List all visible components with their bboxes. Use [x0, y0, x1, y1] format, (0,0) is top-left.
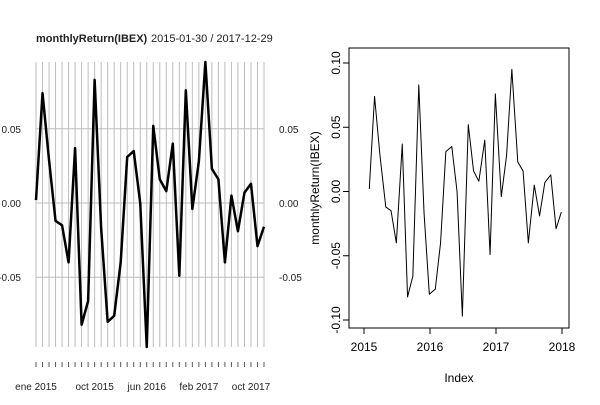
right-x-axis-label: Index	[444, 371, 473, 385]
right-y-tick-label: -0.05	[329, 242, 343, 270]
right-x-tick-label: 2016	[417, 340, 444, 354]
left-y-tick-label-right: 0.05	[279, 125, 299, 136]
left-x-tick-label: oct 2015	[75, 382, 114, 393]
right-y-tick-label: 0.05	[329, 115, 343, 139]
left-chart-title: monthlyReturn(IBEX)	[36, 33, 148, 45]
right-series-layer	[369, 69, 561, 316]
right-y-tick-label: 0.00	[329, 179, 343, 203]
left-series-layer	[36, 62, 264, 347]
right-y-tick-label: 0.10	[329, 51, 343, 75]
right-series-line	[369, 69, 561, 316]
right-y-tick-label: -0.10	[329, 306, 343, 334]
right-plot-frame	[349, 48, 569, 328]
left-x-tick-labels: ene 2015 oct 2015 jun 2016 feb 2017 oct 2017	[15, 382, 270, 393]
right-y-axis-label: monthlyReturn(IBEX)	[308, 131, 322, 244]
left-series-line	[36, 62, 264, 347]
left-y-tick-label: -0.05	[0, 273, 21, 284]
left-x-ticks	[36, 362, 264, 367]
right-x-tick-label: 2015	[351, 340, 378, 354]
left-x-tick-label: ene 2015	[15, 382, 57, 393]
left-y-tick-label-right: 0.00	[279, 199, 299, 210]
right-chart: 2015 2016 2017 2018 -0.10 -0.05 0.00 0.05 0.10 I…	[308, 48, 576, 385]
left-y-tick-label: 0.00	[2, 199, 22, 210]
left-chart: monthlyReturn(IBEX) 2015-01-30 / 2017-12…	[0, 33, 302, 393]
left-x-tick-label: jun 2016	[127, 382, 167, 393]
left-y-tick-labels-right: 0.05 0.00 -0.05	[279, 125, 302, 284]
right-axes: 2015 2016 2017 2018 -0.10 -0.05 0.00 0.05 0.10	[329, 51, 576, 354]
left-x-tick-label: feb 2017	[179, 382, 218, 393]
left-y-tick-label: 0.05	[2, 125, 22, 136]
left-chart-subtitle: 2015-01-30 / 2017-12-29	[151, 33, 273, 45]
left-x-tick-label: oct 2017	[232, 382, 271, 393]
left-y-tick-labels-left: 0.05 0.00 -0.05	[0, 125, 21, 284]
left-y-tick-label-right: -0.05	[279, 273, 302, 284]
right-x-tick-label: 2017	[483, 340, 510, 354]
right-x-tick-label: 2018	[549, 340, 576, 354]
